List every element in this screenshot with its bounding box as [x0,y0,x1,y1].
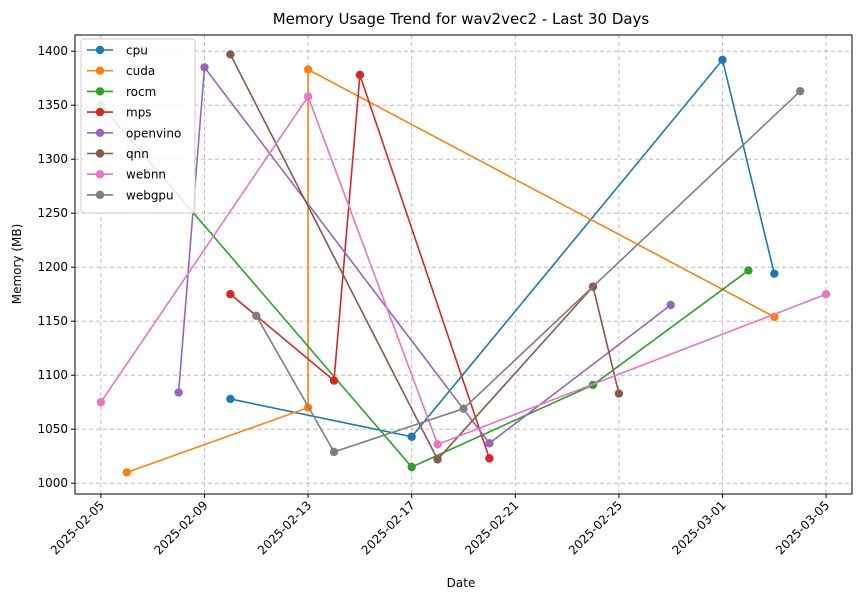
grid [75,35,852,494]
legend-marker [95,107,105,117]
data-point [407,432,416,441]
y-tick-label: 1050 [37,422,68,436]
series-mps [226,70,494,463]
legend-marker [95,66,105,75]
data-point [174,388,183,397]
legend-item-qnn: qnn [87,147,149,161]
x-axis-ticks: 2025-02-05 2025-02-09 2025-02-13 2025-02-17… [48,494,832,557]
series-cuda [122,65,779,477]
data-point [96,398,106,407]
series-line-rocm [100,104,749,468]
series-openvino [174,63,675,448]
legend-label: rocm [126,85,156,99]
data-point [718,55,727,65]
legend-item-webgpu: webgpu [87,188,174,202]
data-point [355,70,365,80]
data-point [226,290,235,299]
legend-item-openvino: openvino [87,126,181,140]
series-line-mps [229,74,491,459]
y-tick-label: 1300 [37,152,68,166]
x-axis-label: Date [447,576,476,590]
data-point [459,404,468,413]
legend-marker [95,170,105,179]
x-tick-label: 2025-02-09 [151,498,210,557]
legend-item-rocm: rocm [87,85,156,99]
series-line-openvino [177,65,672,445]
legend-label: openvino [126,126,181,140]
series-line-cuda [126,68,775,474]
y-tick-label: 1200 [37,260,68,274]
y-axis-label: Memory (MB) [10,224,24,305]
x-tick-label: 2025-02-21 [462,498,521,557]
legend-marker [95,149,105,158]
x-tick-label: 2025-02-13 [255,498,314,557]
legend-item-mps: mps [87,106,152,120]
legend-marker [95,45,105,55]
series-qnn [226,50,624,464]
series-line-webgpu [255,90,801,453]
y-tick-label: 1100 [37,368,68,382]
legend-marker [95,190,105,200]
data-point [666,300,675,310]
series-line-webnn [100,94,827,446]
data-point [433,455,442,464]
y-tick-label: 1350 [37,98,68,112]
legend-label: cpu [126,44,148,58]
series-cpu [226,55,779,441]
legend-item-cpu: cpu [87,44,148,58]
data-point [122,468,131,477]
x-tick-label: 2025-03-05 [773,498,832,557]
series-line-cpu [230,58,776,438]
data-point [796,86,805,96]
data-point [485,439,494,448]
legend: cpu cuda rocm mps openvino qnn webnn webgpu [80,38,196,214]
legend-item-webnn: webnn [87,168,166,182]
data-point [614,389,624,398]
chart-title: Memory Usage Trend for wav2vec2 - Last 3… [273,10,650,28]
y-tick-label: 1000 [37,476,68,490]
data-point [329,447,339,457]
legend-frame [80,38,196,214]
y-tick-label: 1250 [37,206,68,220]
data-point [821,290,831,299]
legend-label: webnn [126,168,166,182]
data-point [433,440,442,449]
series-line-qnn [229,54,620,461]
data-point [770,269,779,278]
y-tick-label: 1400 [37,44,68,58]
legend-label: cuda [126,64,155,78]
legend-item-cuda: cuda [87,64,155,78]
data-point [485,454,494,463]
data-point [303,65,313,74]
data-point [226,50,235,59]
data-point [407,462,416,472]
x-tick-label: 2025-03-01 [669,498,728,557]
legend-marker [95,87,105,96]
data-point [252,311,261,320]
series-webgpu [252,86,805,457]
y-tick-label: 1150 [37,314,68,328]
plot-area-frame [74,34,853,495]
x-tick-label: 2025-02-17 [359,498,418,557]
series-layer [96,50,831,477]
legend-label: webgpu [126,188,174,202]
x-tick-label: 2025-02-05 [48,498,107,557]
data-point [303,92,313,101]
data-point [200,63,209,72]
y-axis-ticks: 1000 1050 1100 1150 1200 1250 1300 1350 1400 [37,44,75,490]
data-point [744,266,753,275]
legend-label: qnn [126,147,149,161]
series-webnn [96,92,831,449]
legend-label: mps [126,106,152,120]
x-tick-label: 2025-02-25 [566,498,625,557]
data-point [226,394,235,404]
data-point [329,376,339,385]
legend-marker [95,128,105,137]
